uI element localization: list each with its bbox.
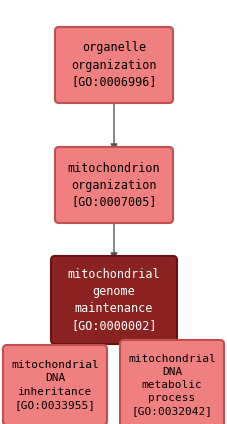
FancyBboxPatch shape <box>119 340 223 424</box>
Text: mitochondrial
genome
maintenance
[GO:0000002]: mitochondrial genome maintenance [GO:000… <box>67 268 160 332</box>
Text: mitochondrial
DNA
metabolic
process
[GO:0032042]: mitochondrial DNA metabolic process [GO:… <box>128 354 215 416</box>
FancyBboxPatch shape <box>55 27 172 103</box>
Text: mitochondrial
DNA
inheritance
[GO:0033955]: mitochondrial DNA inheritance [GO:003395… <box>11 360 99 410</box>
Text: mitochondrion
organization
[GO:0007005]: mitochondrion organization [GO:0007005] <box>67 162 160 209</box>
Text: organelle
organization
[GO:0006996]: organelle organization [GO:0006996] <box>71 42 156 89</box>
FancyBboxPatch shape <box>51 256 176 344</box>
FancyBboxPatch shape <box>3 345 106 424</box>
FancyBboxPatch shape <box>55 147 172 223</box>
